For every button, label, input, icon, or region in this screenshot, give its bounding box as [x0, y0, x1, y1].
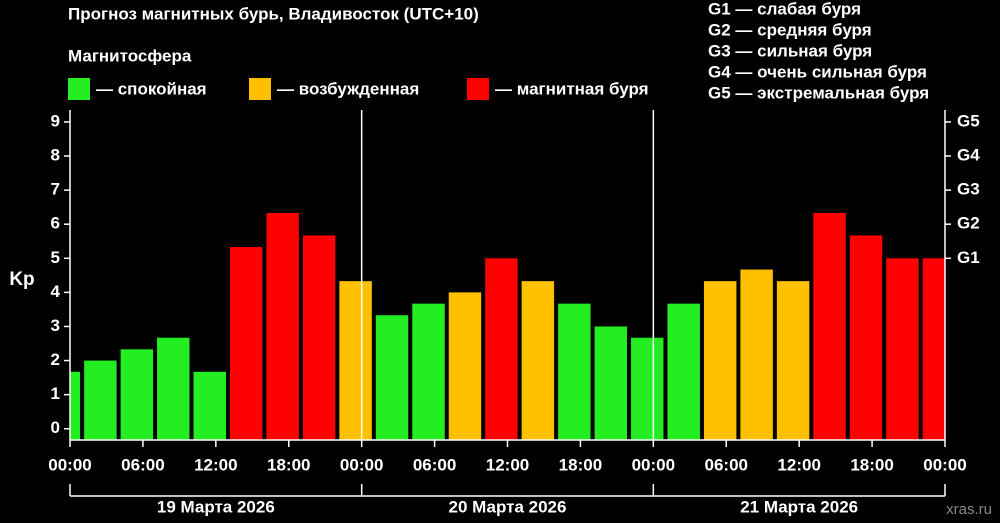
x-tick-label: 06:00: [121, 455, 164, 474]
x-tick-label: 18:00: [850, 455, 893, 474]
y-tick-label: 2: [51, 350, 60, 369]
x-tick-label: 12:00: [486, 455, 529, 474]
bar: [193, 371, 226, 440]
bar: [339, 281, 372, 440]
y-tick-label: 7: [51, 180, 60, 199]
x-tick-label: 18:00: [267, 455, 310, 474]
legend-title: Магнитосфера: [68, 46, 192, 65]
bar: [594, 326, 628, 440]
storm-level-label: G1 — слабая буря: [708, 0, 861, 18]
storm-level-label: G4 — очень сильная буря: [708, 62, 927, 81]
bar: [740, 269, 773, 440]
bar: [849, 235, 883, 440]
y-tick-label: 8: [51, 146, 60, 165]
bar: [558, 303, 591, 440]
bar: [266, 212, 299, 440]
plot-area: [70, 212, 945, 440]
legend-label: — возбужденная: [277, 79, 419, 98]
bar: [302, 235, 336, 440]
y-tick-label: 1: [51, 384, 60, 403]
y2-tick-label: G2: [957, 214, 980, 233]
x-tick-label: 00:00: [923, 455, 966, 474]
y-axis-label: Kp: [9, 269, 34, 290]
bar: [120, 349, 154, 440]
x-tick-label: 12:00: [194, 455, 237, 474]
y-tick-label: 4: [51, 282, 61, 301]
bar: [448, 292, 482, 440]
bar: [70, 371, 81, 440]
legend-label: — магнитная буря: [495, 79, 649, 98]
day-label: 20 Марта 2026: [449, 497, 567, 516]
bar: [485, 258, 518, 440]
bar: [412, 303, 445, 440]
x-tick-label: 12:00: [777, 455, 820, 474]
y-tick-label: 5: [51, 248, 60, 267]
x-tick-label: 18:00: [559, 455, 602, 474]
bar: [776, 281, 810, 440]
legend-swatch: [249, 78, 271, 100]
bar: [631, 337, 664, 440]
storm-level-label: G5 — экстремальная буря: [708, 83, 929, 102]
storm-level-label: G2 — средняя буря: [708, 20, 872, 39]
bar: [157, 337, 190, 440]
x-tick-label: 00:00: [48, 455, 91, 474]
x-tick-label: 06:00: [413, 455, 456, 474]
y2-tick-label: G3: [957, 180, 980, 199]
chart-title: Прогноз магнитных бурь, Владивосток (UTC…: [68, 4, 479, 23]
day-label: 21 Марта 2026: [740, 497, 858, 516]
day-label: 19 Марта 2026: [157, 497, 275, 516]
y-tick-label: 9: [51, 111, 60, 130]
x-tick-label: 06:00: [705, 455, 748, 474]
watermark: xras.ru: [946, 501, 992, 518]
bar: [667, 303, 700, 440]
legend-swatch: [68, 78, 90, 100]
y-tick-label: 3: [51, 316, 60, 335]
bar: [886, 258, 919, 440]
y2-tick-label: G1: [957, 248, 980, 267]
y-tick-label: 0: [51, 418, 60, 437]
bar: [84, 360, 117, 440]
legend-label: — спокойная: [96, 79, 207, 98]
y2-tick-label: G4: [957, 146, 980, 165]
bar: [703, 281, 737, 440]
bar: [521, 281, 555, 440]
y2-tick-label: G5: [957, 111, 980, 130]
x-tick-label: 00:00: [340, 455, 383, 474]
bar: [922, 258, 945, 440]
y-tick-label: 6: [51, 214, 60, 233]
bar: [375, 315, 409, 440]
bar: [813, 212, 846, 440]
x-tick-label: 00:00: [632, 455, 675, 474]
legend-swatch: [467, 78, 489, 100]
storm-level-label: G3 — сильная буря: [708, 41, 872, 60]
bar: [229, 247, 263, 440]
